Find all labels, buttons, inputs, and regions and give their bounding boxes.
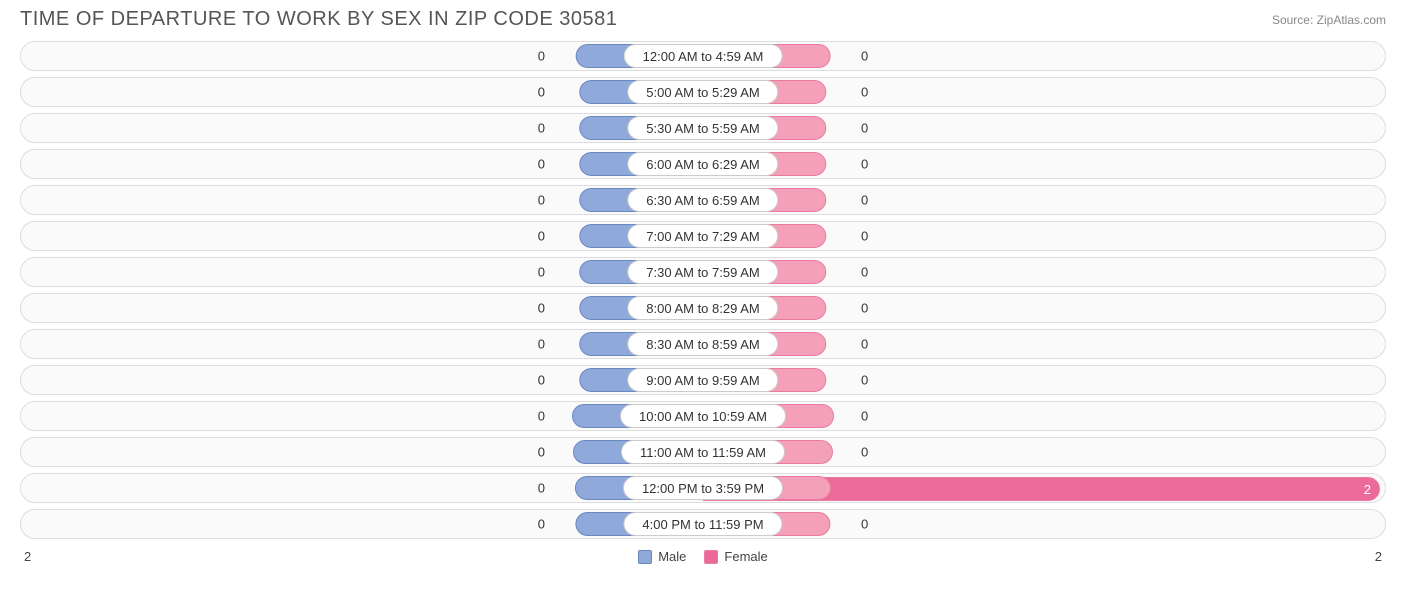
row-label: 6:30 AM to 6:59 AM xyxy=(627,188,778,212)
female-value: 0 xyxy=(861,85,868,100)
chart-row: 5:30 AM to 5:59 AM 0 0 xyxy=(20,113,1386,143)
female-value: 0 xyxy=(861,301,868,316)
legend: Male Female xyxy=(638,549,768,564)
axis-left-max: 2 xyxy=(24,549,31,564)
chart-row: 9:00 AM to 9:59 AM 0 0 xyxy=(20,365,1386,395)
female-swatch xyxy=(704,550,718,564)
chart-row: 7:30 AM to 7:59 AM 0 0 xyxy=(20,257,1386,287)
chart-row: 11:00 AM to 11:59 AM 0 0 xyxy=(20,437,1386,467)
male-swatch xyxy=(638,550,652,564)
source-label: Source: ZipAtlas.com xyxy=(1272,13,1386,27)
male-value: 0 xyxy=(538,265,545,280)
center-pill: 8:30 AM to 8:59 AM xyxy=(579,332,826,356)
female-value: 0 xyxy=(861,265,868,280)
female-value: 0 xyxy=(861,121,868,136)
row-label: 5:00 AM to 5:29 AM xyxy=(627,80,778,104)
chart-row: 12:00 AM to 4:59 AM 0 0 xyxy=(20,41,1386,71)
chart-row: 8:00 AM to 8:29 AM 0 0 xyxy=(20,293,1386,323)
center-pill: 12:00 AM to 4:59 AM xyxy=(576,44,831,68)
legend-female: Female xyxy=(704,549,767,564)
female-value: 0 xyxy=(861,337,868,352)
legend-female-label: Female xyxy=(724,549,767,564)
row-label: 7:30 AM to 7:59 AM xyxy=(627,260,778,284)
male-value: 0 xyxy=(538,301,545,316)
chart-row: 4:00 PM to 11:59 PM 0 0 xyxy=(20,509,1386,539)
legend-male: Male xyxy=(638,549,686,564)
center-pill: 4:00 PM to 11:59 PM xyxy=(575,512,830,536)
female-value: 0 xyxy=(861,409,868,424)
male-value: 0 xyxy=(538,85,545,100)
female-value: 0 xyxy=(861,517,868,532)
center-pill: 8:00 AM to 8:29 AM xyxy=(579,296,826,320)
header: TIME OF DEPARTURE TO WORK BY SEX IN ZIP … xyxy=(0,0,1406,35)
female-value: 0 xyxy=(861,445,868,460)
row-label: 10:00 AM to 10:59 AM xyxy=(620,404,786,428)
axis-right-max: 2 xyxy=(1375,549,1382,564)
male-value: 0 xyxy=(538,409,545,424)
female-value: 0 xyxy=(861,373,868,388)
male-value: 0 xyxy=(538,193,545,208)
female-value: 0 xyxy=(861,157,868,172)
chart-row: 6:00 AM to 6:29 AM 0 0 xyxy=(20,149,1386,179)
male-value: 0 xyxy=(538,481,545,496)
male-value: 0 xyxy=(538,49,545,64)
center-pill: 5:00 AM to 5:29 AM xyxy=(579,80,826,104)
chart-row: 5:00 AM to 5:29 AM 0 0 xyxy=(20,77,1386,107)
female-value: 0 xyxy=(861,229,868,244)
chart-row: 10:00 AM to 10:59 AM 0 0 xyxy=(20,401,1386,431)
center-pill: 6:30 AM to 6:59 AM xyxy=(579,188,826,212)
center-pill: 7:30 AM to 7:59 AM xyxy=(579,260,826,284)
center-pill: 7:00 AM to 7:29 AM xyxy=(579,224,826,248)
row-label: 9:00 AM to 9:59 AM xyxy=(627,368,778,392)
footer: 2 Male Female 2 xyxy=(0,547,1406,564)
chart-row: 12:00 PM to 3:59 PM02 xyxy=(20,473,1386,503)
legend-male-label: Male xyxy=(658,549,686,564)
row-label: 12:00 PM to 3:59 PM xyxy=(623,476,783,500)
center-pill: 12:00 PM to 3:59 PM xyxy=(575,476,831,500)
female-value: 0 xyxy=(861,193,868,208)
row-label: 12:00 AM to 4:59 AM xyxy=(624,44,783,68)
chart-row: 6:30 AM to 6:59 AM 0 0 xyxy=(20,185,1386,215)
chart-area: 12:00 AM to 4:59 AM 0 0 5:00 AM to 5:29 AM 0… xyxy=(0,35,1406,547)
chart-title: TIME OF DEPARTURE TO WORK BY SEX IN ZIP … xyxy=(20,8,617,31)
male-value: 0 xyxy=(538,517,545,532)
male-value: 0 xyxy=(538,157,545,172)
row-label: 4:00 PM to 11:59 PM xyxy=(623,512,782,536)
chart-row: 8:30 AM to 8:59 AM 0 0 xyxy=(20,329,1386,359)
center-pill: 5:30 AM to 5:59 AM xyxy=(579,116,826,140)
row-label: 8:30 AM to 8:59 AM xyxy=(627,332,778,356)
center-pill: 10:00 AM to 10:59 AM xyxy=(572,404,834,428)
male-value: 0 xyxy=(538,445,545,460)
male-value: 0 xyxy=(538,373,545,388)
male-value: 0 xyxy=(538,337,545,352)
center-pill: 9:00 AM to 9:59 AM xyxy=(579,368,826,392)
row-label: 8:00 AM to 8:29 AM xyxy=(627,296,778,320)
male-value: 0 xyxy=(538,121,545,136)
male-value: 0 xyxy=(538,229,545,244)
row-label: 6:00 AM to 6:29 AM xyxy=(627,152,778,176)
row-label: 7:00 AM to 7:29 AM xyxy=(627,224,778,248)
center-pill: 6:00 AM to 6:29 AM xyxy=(579,152,826,176)
center-pill: 11:00 AM to 11:59 AM xyxy=(573,440,833,464)
female-value: 0 xyxy=(861,49,868,64)
row-label: 11:00 AM to 11:59 AM xyxy=(621,440,785,464)
chart-row: 7:00 AM to 7:29 AM 0 0 xyxy=(20,221,1386,251)
row-label: 5:30 AM to 5:59 AM xyxy=(627,116,778,140)
